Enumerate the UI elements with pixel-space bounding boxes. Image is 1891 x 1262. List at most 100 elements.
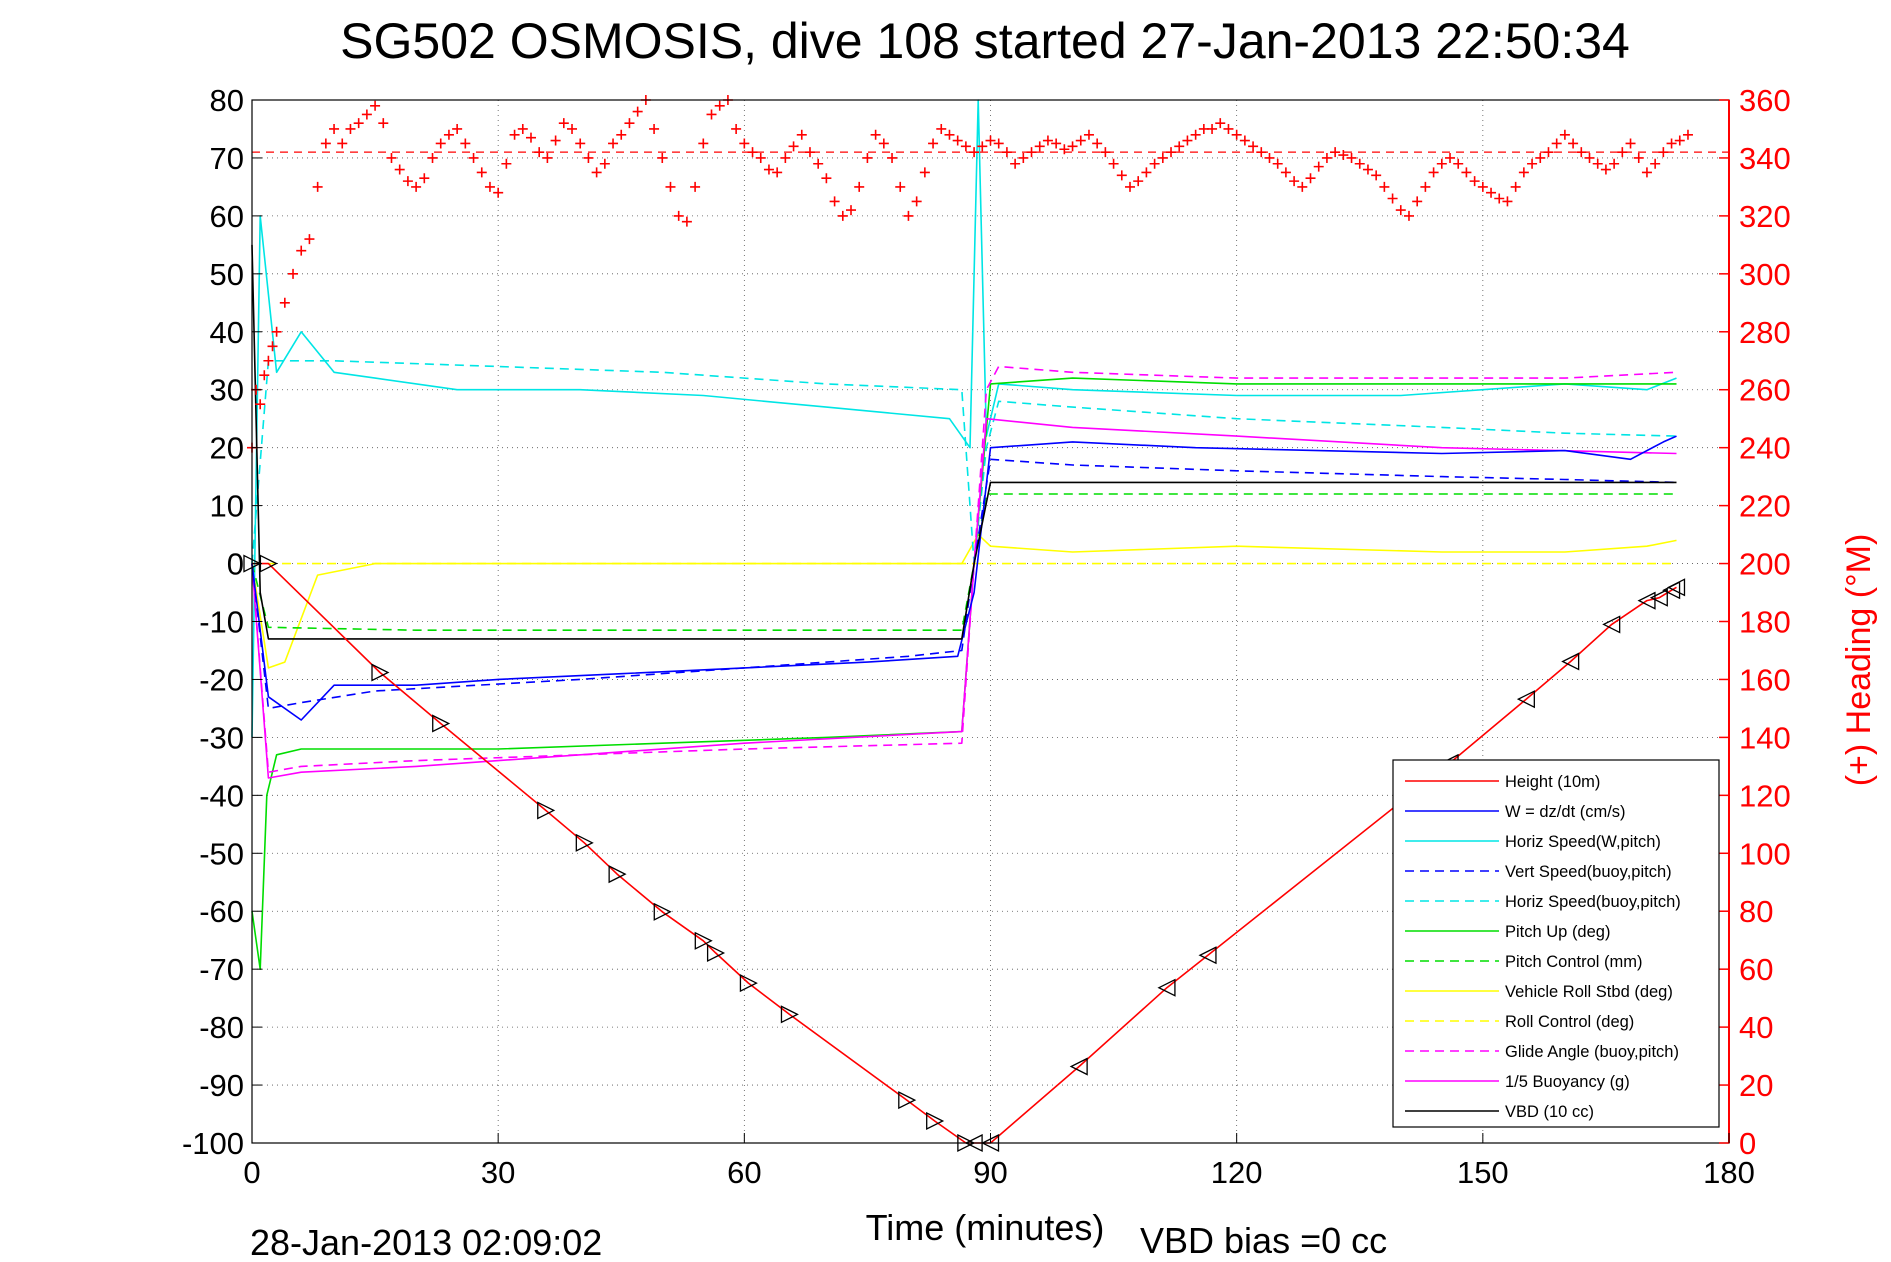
height-marker <box>1602 615 1621 634</box>
right-tick-label: 100 <box>1739 836 1791 871</box>
heading-point <box>944 129 955 140</box>
right-tick-label: 40 <box>1739 1010 1773 1045</box>
legend: Height (10m) W = dz/dt (cm/s) Horiz Speed(… <box>1392 759 1720 1128</box>
series-line-pitch-up-deg <box>251 377 1677 971</box>
heading-point <box>1641 167 1652 178</box>
left-tick-label: -50 <box>199 836 244 871</box>
heading-point <box>1346 152 1357 163</box>
heading-point <box>1092 138 1103 149</box>
heading-point <box>1280 167 1291 178</box>
heading-point <box>1354 158 1365 169</box>
heading-point <box>1650 158 1661 169</box>
legend-label: Height (10m) <box>1505 773 1600 791</box>
heading-point <box>1379 181 1390 192</box>
height-marker <box>1667 578 1686 597</box>
heading-point <box>1034 141 1045 152</box>
left-tick-label: -40 <box>199 778 244 813</box>
heading-point <box>1010 158 1021 169</box>
right-tick-label: 80 <box>1739 894 1773 929</box>
heading-point <box>1486 187 1497 198</box>
heading-point <box>1264 152 1275 163</box>
height-marker <box>608 865 627 884</box>
heading-point <box>788 141 799 152</box>
right-tick-label: 160 <box>1739 662 1791 697</box>
heading-point <box>1124 181 1135 192</box>
heading-point <box>1059 144 1070 155</box>
heading-point <box>690 181 701 192</box>
heading-point <box>1403 210 1414 221</box>
heading-point <box>1001 147 1012 158</box>
x-tick-label: 120 <box>1211 1155 1263 1190</box>
heading-point <box>1338 150 1349 161</box>
right-axis-label: (+) Heading (°M) <box>1840 534 1878 787</box>
x-tick-label: 0 <box>243 1155 260 1190</box>
heading-point <box>411 181 422 192</box>
heading-point <box>1420 181 1431 192</box>
heading-point <box>1494 193 1505 204</box>
right-tick-label: 200 <box>1739 547 1791 582</box>
heading-point <box>706 109 717 120</box>
heading-point <box>878 138 889 149</box>
heading-point <box>583 152 594 163</box>
heading-point <box>320 138 331 149</box>
left-tick-label: -20 <box>199 662 244 697</box>
heading-point <box>575 138 586 149</box>
heading-point <box>1067 141 1078 152</box>
heading-point <box>1157 152 1168 163</box>
series-line-vbd-10-cc <box>251 244 1677 640</box>
heading-point <box>985 135 996 146</box>
heading-point <box>1674 135 1685 146</box>
heading-point <box>698 138 709 149</box>
heading-point <box>1313 161 1324 172</box>
height-marker <box>1561 652 1580 671</box>
left-tick-label: -10 <box>199 605 244 640</box>
heading-point <box>1445 152 1456 163</box>
right-tick-label: 0 <box>1739 1126 1756 1161</box>
right-tick-label: 240 <box>1739 431 1791 466</box>
heading-point <box>361 109 372 120</box>
heading-point <box>714 100 725 111</box>
legend-label: VBD (10 cc) <box>1505 1103 1594 1121</box>
heading-point <box>1477 181 1488 192</box>
heading-point <box>804 147 815 158</box>
height-marker <box>780 1005 799 1024</box>
heading-point <box>452 123 463 134</box>
heading-point <box>1625 138 1636 149</box>
heading-point <box>993 138 1004 149</box>
left-tick-label: 0 <box>227 547 244 582</box>
heading-point <box>919 167 930 178</box>
heading-point <box>1535 152 1546 163</box>
heading-point <box>747 147 758 158</box>
heading-point <box>1116 170 1127 181</box>
height-marker <box>1516 690 1535 709</box>
x-tick-label: 60 <box>727 1155 761 1190</box>
left-tick-label: -70 <box>199 952 244 987</box>
footer-timestamp: 28-Jan-2013 02:09:02 <box>250 1222 602 1262</box>
heading-point <box>1584 152 1595 163</box>
left-tick-label: 80 <box>210 83 244 118</box>
right-tick-label: 280 <box>1739 315 1791 350</box>
heading-point <box>829 196 840 207</box>
heading-point <box>862 152 873 163</box>
heading-point <box>484 181 495 192</box>
height-marker <box>432 714 451 733</box>
heading-point <box>952 135 963 146</box>
heading-point <box>394 164 405 175</box>
x-tick-label: 150 <box>1457 1155 1509 1190</box>
heading-point <box>1559 129 1570 140</box>
heading-point <box>903 210 914 221</box>
height-marker <box>926 1111 945 1131</box>
legend-label: 1/5 Buoyancy (g) <box>1505 1073 1630 1091</box>
height-marker <box>1069 1057 1088 1076</box>
heading-point <box>550 135 561 146</box>
x-axis-ticks: 0 30 60 90 120 150 180 <box>243 1133 1755 1190</box>
heading-point <box>427 152 438 163</box>
series-line-height-10m <box>252 562 1677 1144</box>
heading-point <box>870 129 881 140</box>
heading-point <box>460 138 471 149</box>
heading-point <box>558 118 569 129</box>
x-tick-label: 30 <box>481 1155 515 1190</box>
heading-point <box>1428 167 1439 178</box>
heading-point <box>1166 147 1177 158</box>
heading-point <box>1256 147 1267 158</box>
